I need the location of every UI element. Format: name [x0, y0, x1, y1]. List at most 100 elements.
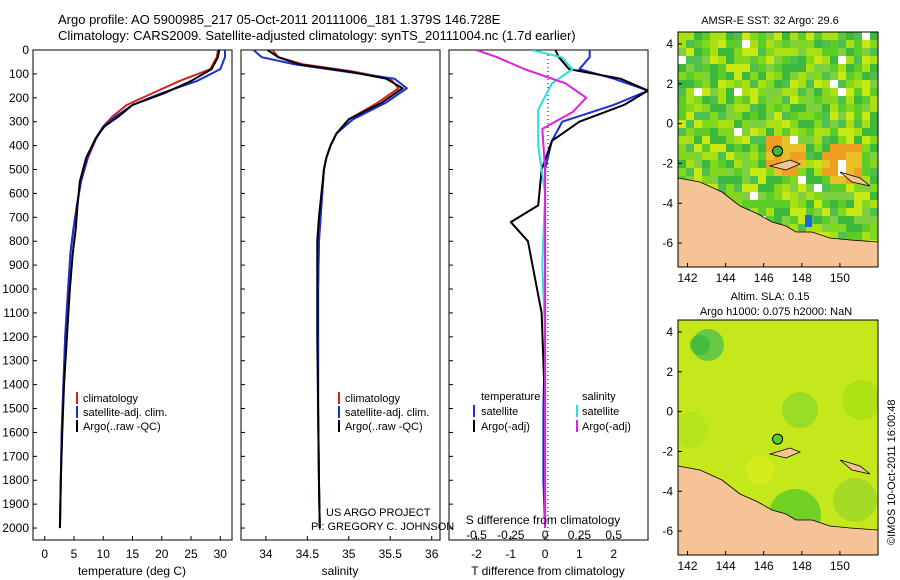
sst-cell [838, 64, 846, 72]
sst-cell [822, 168, 830, 176]
sst-cell [742, 32, 750, 40]
x-tick-label-s: 0.25 [568, 528, 592, 542]
sst-cell [710, 72, 718, 80]
sst-cell [806, 40, 814, 48]
sst-cell [822, 120, 830, 128]
sst-cell [830, 56, 838, 64]
sst-cell [854, 216, 862, 224]
sst-cell [694, 88, 702, 96]
sst-cell [758, 160, 766, 168]
sst-cell [686, 168, 694, 176]
sst-cell [822, 176, 830, 184]
map-y-tick-label: 4 [666, 325, 673, 339]
sst-cell [870, 88, 878, 96]
sst-cell [822, 32, 830, 40]
sst-cell [870, 136, 878, 144]
series-line-t-argo-adj- [509, 50, 648, 529]
sst-cell [734, 32, 742, 40]
sst-cell [766, 216, 774, 224]
series-line-t-satellite [542, 50, 648, 529]
sst-cell [806, 160, 814, 168]
sst-cell [830, 80, 838, 88]
sst-cell [822, 184, 830, 192]
sst-cell [790, 176, 798, 184]
sst-cell [806, 152, 814, 160]
sst-cell [806, 144, 814, 152]
sst-cell [742, 64, 750, 72]
sst-cell [862, 96, 870, 104]
map-y-tick-label: -6 [662, 236, 673, 250]
sst-cell [798, 160, 806, 168]
sst-cell [806, 136, 814, 144]
sst-cell [806, 64, 814, 72]
sst-cell [750, 32, 758, 40]
sst-cell [774, 88, 782, 96]
x-tick-label: 35 [342, 547, 356, 561]
map-x-tick-label: 144 [716, 271, 736, 285]
sst-cell [846, 208, 854, 216]
map-y-tick-label: 4 [666, 37, 673, 51]
sst-cell [798, 112, 806, 120]
sst-cell [822, 136, 830, 144]
sst-cell [742, 160, 750, 168]
sst-cell [846, 216, 854, 224]
sst-cell [774, 48, 782, 56]
sst-cell [726, 120, 734, 128]
sst-cell [782, 120, 790, 128]
sst-cell [742, 128, 750, 136]
sst-cell [710, 56, 718, 64]
sst-cell [702, 32, 710, 40]
sst-cell [726, 80, 734, 88]
x-tick-label: 1 [576, 547, 583, 561]
y-tick-label: 1400 [2, 378, 29, 392]
sst-cell [782, 128, 790, 136]
y-tick-label: 600 [9, 186, 29, 200]
sst-cell [870, 48, 878, 56]
sst-cell [838, 88, 846, 96]
sla-map [678, 320, 878, 555]
sst-cell [798, 208, 806, 216]
sst-cell [838, 232, 846, 240]
sst-cell [838, 80, 846, 88]
map-x-tick-label: 150 [830, 559, 850, 573]
map-x-tick-label: 146 [754, 559, 774, 573]
sst-cell [846, 192, 854, 200]
sst-cell [702, 96, 710, 104]
sst-cell [814, 104, 822, 112]
sst-cell [678, 136, 686, 144]
sst-cell [822, 152, 830, 160]
sst-cell [702, 120, 710, 128]
sst-cell [686, 72, 694, 80]
sst-cell [774, 72, 782, 80]
sst-cell [822, 112, 830, 120]
sst-cell [678, 64, 686, 72]
sst-cell [790, 88, 798, 96]
sst-cell [822, 104, 830, 112]
sst-cell [822, 72, 830, 80]
sst-cell [702, 112, 710, 120]
sst-cell [766, 40, 774, 48]
sst-cell [806, 56, 814, 64]
sst-cell [726, 104, 734, 112]
sst-map-title: AMSR-E SST: 32 Argo: 29.6 [701, 15, 839, 27]
sst-cell [710, 144, 718, 152]
map-y-tick-label: -4 [662, 484, 673, 498]
sst-cell [846, 120, 854, 128]
sst-cell [830, 168, 838, 176]
sst-cell [718, 152, 726, 160]
sst-cell [830, 128, 838, 136]
sst-cell [870, 112, 878, 120]
sst-cell [750, 168, 758, 176]
sst-cell [782, 136, 790, 144]
temperature-panel [32, 49, 233, 541]
sst-cell [694, 80, 702, 88]
sst-cell [870, 160, 878, 168]
sst-cell [686, 80, 694, 88]
sst-cell [798, 224, 806, 232]
sst-cell [726, 88, 734, 96]
sst-cell [710, 104, 718, 112]
sst-cell [814, 176, 822, 184]
sst-cell [750, 120, 758, 128]
sst-cell [870, 64, 878, 72]
